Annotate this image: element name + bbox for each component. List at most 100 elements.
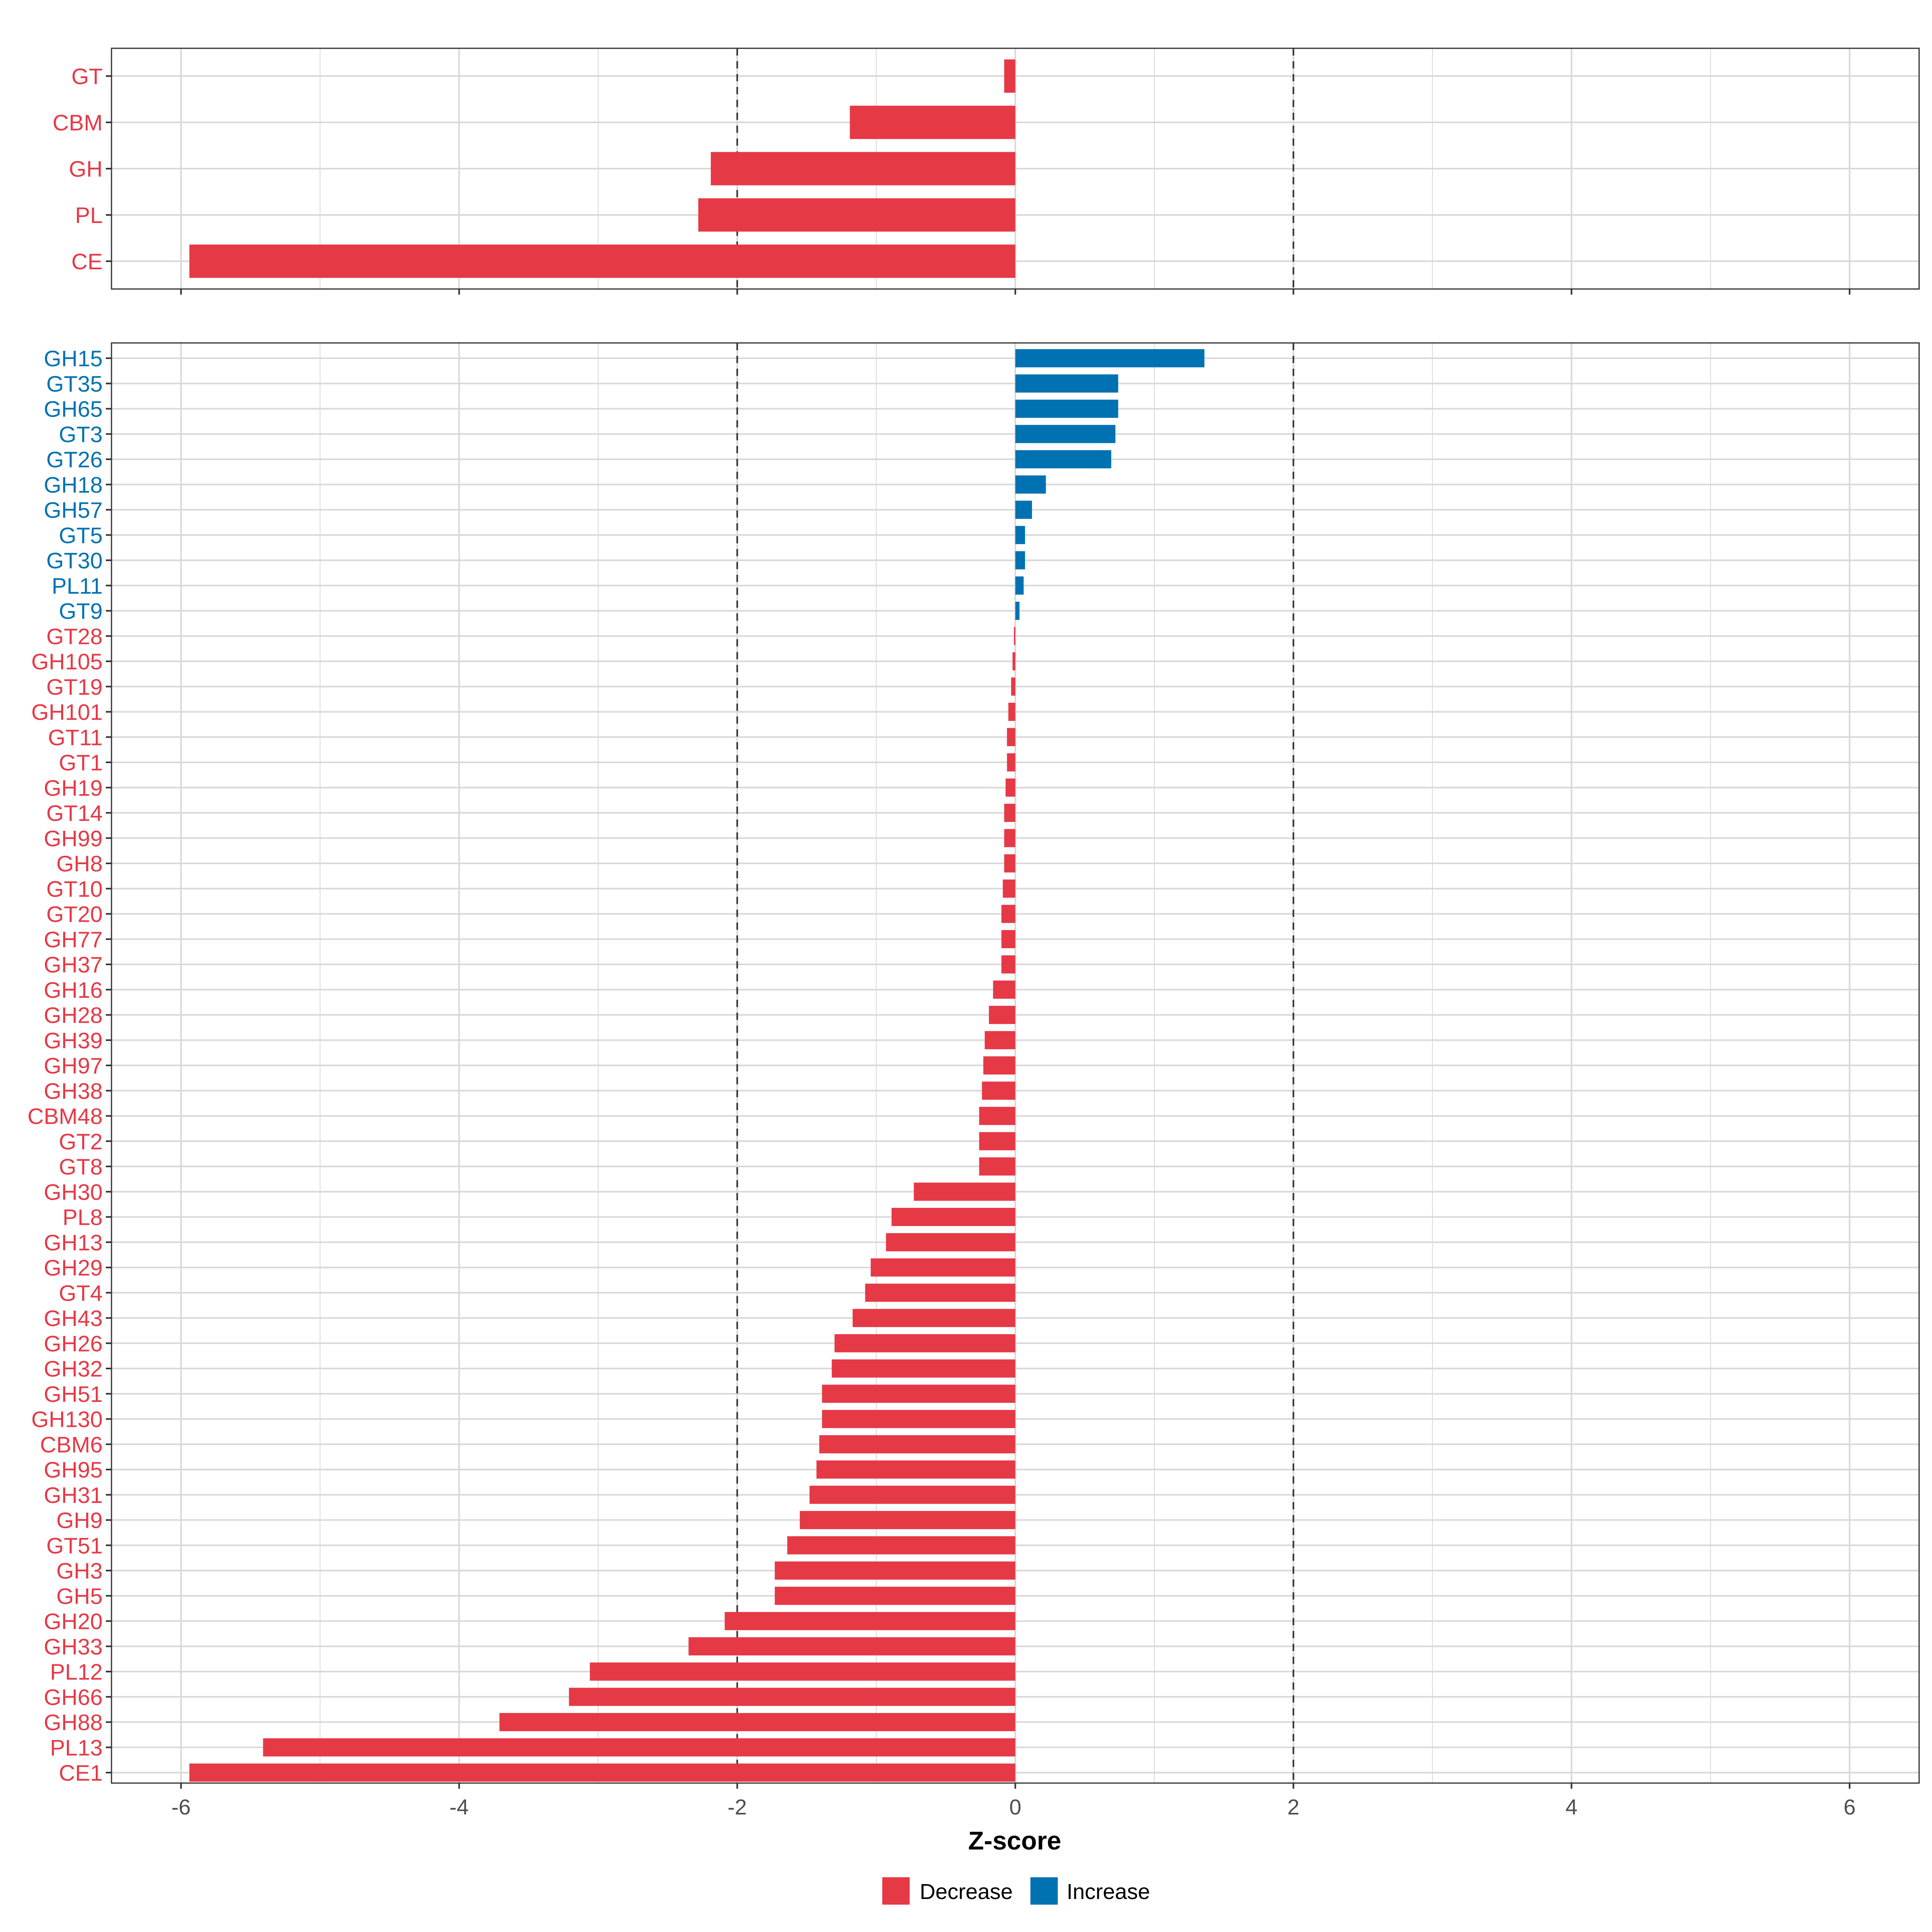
- bar-gh8: [1004, 854, 1016, 873]
- bar-gt1: [1007, 753, 1016, 772]
- panel-border: [111, 47, 1920, 290]
- y-tick-label-gh5: GH5: [56, 1583, 103, 1609]
- y-tick-label-gt5: GT5: [59, 522, 103, 548]
- y-tick-label-gh57: GH57: [44, 497, 103, 523]
- y-tick-label-gh130: GH130: [31, 1407, 103, 1432]
- legend-label-increase: Increase: [1067, 1880, 1150, 1904]
- y-tick-label-cbm48: CBM48: [27, 1104, 103, 1129]
- y-tick-label-gh30: GH30: [44, 1179, 103, 1205]
- y-tick-label-gt8: GT8: [59, 1154, 103, 1179]
- bar-gh28: [989, 1005, 1016, 1024]
- y-tick-label-gt19: GT19: [46, 674, 103, 700]
- bar-gh31: [809, 1486, 1016, 1504]
- bar-gh39: [985, 1031, 1016, 1049]
- bar-pl13: [263, 1738, 1016, 1757]
- bar-gt14: [1004, 803, 1016, 822]
- bar-gh26: [834, 1334, 1016, 1352]
- bar-pl12: [590, 1662, 1016, 1681]
- x-tick-label: 2: [1287, 1795, 1299, 1819]
- y-tick-label-cbm6: CBM6: [40, 1432, 103, 1457]
- y-tick-label-ce: CE: [71, 249, 103, 274]
- y-tick-label-gh95: GH95: [44, 1457, 103, 1482]
- bar-cbm: [850, 105, 1016, 139]
- y-tick-label-gt9: GT9: [59, 599, 103, 624]
- bar-gh19: [1005, 778, 1016, 797]
- y-tick-label-gh97: GH97: [44, 1053, 103, 1078]
- y-tick-label-gt30: GT30: [46, 548, 103, 573]
- bar-gt5: [1015, 526, 1025, 544]
- y-tick-label-ce1: CE1: [59, 1760, 103, 1785]
- y-tick-label-gh99: GH99: [44, 826, 103, 851]
- y-tick-label-gh88: GH88: [44, 1710, 103, 1735]
- bar-gt2: [979, 1132, 1016, 1150]
- bar-gt51: [787, 1536, 1016, 1554]
- y-tick-label-gh28: GH28: [44, 1003, 103, 1028]
- y-tick-label-gt35: GT35: [46, 371, 103, 396]
- bar-gt3: [1015, 425, 1116, 443]
- bar-gh32: [832, 1359, 1016, 1378]
- y-tick-label-cbm: CBM: [53, 110, 103, 135]
- y-tick-label-gh65: GH65: [44, 396, 103, 422]
- y-tick-label-gh51: GH51: [44, 1381, 103, 1407]
- y-tick-label-gt1: GT1: [59, 750, 103, 775]
- y-tick-label-gh8: GH8: [56, 851, 103, 876]
- y-tick-label-gt26: GT26: [46, 447, 103, 472]
- bar-gh33: [688, 1637, 1016, 1655]
- y-tick-label-gt10: GT10: [46, 876, 103, 902]
- bar-gt35: [1015, 374, 1119, 393]
- legend: Decrease Increase: [882, 1877, 1150, 1905]
- bar-gh30: [914, 1183, 1016, 1201]
- y-tick-label-pl12: PL12: [50, 1659, 103, 1684]
- bar-gh: [710, 152, 1016, 186]
- x-axis-title: Z-score: [968, 1826, 1061, 1855]
- bar-gh43: [852, 1309, 1016, 1327]
- bar-gt20: [1001, 904, 1016, 923]
- y-tick-label-pl8: PL8: [62, 1205, 103, 1230]
- y-tick-label-gh39: GH39: [44, 1028, 103, 1053]
- y-tick-label-gt3: GT3: [59, 421, 103, 447]
- y-tick-label-gh66: GH66: [44, 1684, 103, 1710]
- bar-gh3: [774, 1561, 1016, 1580]
- y-tick-label-gt51: GT51: [46, 1533, 103, 1558]
- y-tick-label-gh43: GH43: [44, 1306, 103, 1331]
- bar-cbm6: [819, 1435, 1016, 1453]
- bar-gh5: [774, 1587, 1016, 1605]
- y-tick-label-gh37: GH37: [44, 952, 103, 977]
- y-tick-label-pl: PL: [75, 202, 103, 228]
- bar-gh37: [1001, 955, 1016, 974]
- bar-gh51: [822, 1385, 1016, 1403]
- bar-gh9: [800, 1511, 1016, 1530]
- bar-pl11: [1015, 576, 1024, 595]
- legend-key-decrease: [882, 1877, 910, 1905]
- y-tick-label-gh29: GH29: [44, 1255, 103, 1280]
- y-tick-label-gh77: GH77: [44, 927, 103, 952]
- y-tick-label-gh20: GH20: [44, 1609, 103, 1634]
- bar-gt: [1004, 59, 1016, 93]
- bar-gh97: [983, 1056, 1016, 1075]
- bottom-panel: GH15GT35GH65GT3GT26GH18GH57GT5GT30PL11GT…: [27, 342, 1920, 1789]
- y-tick-label-gh101: GH101: [31, 700, 103, 725]
- y-tick-label-gt14: GT14: [46, 801, 103, 826]
- y-tick-label-pl13: PL13: [50, 1735, 103, 1760]
- bar-gh77: [1001, 930, 1016, 948]
- bar-gt10: [1003, 879, 1016, 898]
- bar-gh66: [569, 1688, 1016, 1706]
- y-tick-label-gh18: GH18: [44, 472, 103, 497]
- y-tick-label-gh9: GH9: [56, 1508, 103, 1533]
- x-tick-label: -6: [171, 1795, 191, 1819]
- y-tick-label-gt: GT: [71, 64, 103, 89]
- bar-gt4: [865, 1284, 1016, 1302]
- bar-gt9: [1015, 601, 1020, 620]
- y-tick-label-gt2: GT2: [59, 1129, 103, 1154]
- y-tick-label-gt28: GT28: [46, 623, 103, 649]
- bar-gh16: [993, 980, 1016, 999]
- bar-gh13: [886, 1233, 1016, 1251]
- bar-gh29: [871, 1258, 1016, 1277]
- bar-gh101: [1008, 702, 1016, 721]
- y-tick-label-gh15: GH15: [44, 346, 103, 371]
- y-tick-label-gh33: GH33: [44, 1634, 103, 1659]
- bar-gt19: [1011, 677, 1016, 696]
- panel-border: [111, 342, 1920, 1784]
- legend-label-decrease: Decrease: [920, 1880, 1013, 1904]
